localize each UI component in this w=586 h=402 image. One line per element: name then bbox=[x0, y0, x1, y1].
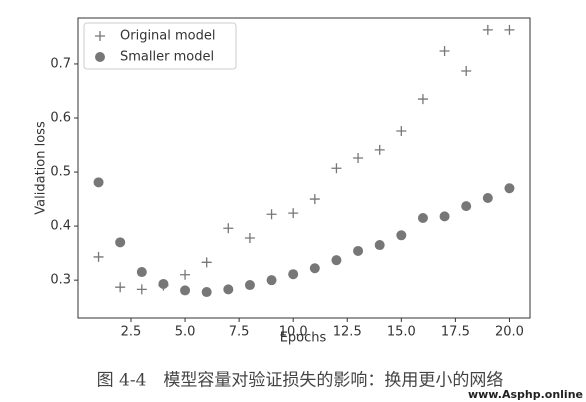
point bbox=[461, 201, 472, 212]
point bbox=[417, 94, 428, 105]
point bbox=[136, 267, 147, 278]
point bbox=[331, 163, 342, 174]
point bbox=[417, 213, 428, 223]
point bbox=[309, 194, 320, 205]
point bbox=[504, 183, 515, 194]
point bbox=[244, 233, 255, 243]
x-tick-label: 5.0 bbox=[175, 325, 196, 340]
plot-frame bbox=[77, 17, 531, 319]
point bbox=[93, 177, 104, 188]
point bbox=[223, 223, 234, 234]
y-tick-label: 0.6 bbox=[50, 111, 71, 126]
legend-marker bbox=[95, 52, 105, 62]
point bbox=[482, 24, 493, 35]
watermark: www.Asphp.online bbox=[468, 388, 583, 401]
point bbox=[439, 211, 450, 222]
x-tick-label: 2.5 bbox=[121, 325, 142, 340]
point bbox=[461, 65, 472, 76]
point bbox=[180, 269, 191, 280]
point bbox=[136, 284, 147, 295]
point bbox=[223, 284, 234, 295]
point bbox=[374, 240, 385, 251]
point bbox=[374, 144, 385, 155]
point bbox=[115, 282, 126, 293]
x-axis-label: Epochs bbox=[280, 331, 327, 346]
x-tick-label: 7.5 bbox=[229, 325, 250, 340]
point bbox=[396, 125, 407, 136]
legend-box bbox=[83, 22, 237, 70]
point bbox=[93, 251, 104, 262]
point bbox=[288, 208, 299, 219]
point bbox=[115, 237, 126, 248]
x-tick-label: 10.0 bbox=[279, 325, 308, 340]
point bbox=[244, 280, 255, 291]
caption: 图 4-4 模型容量对验证损失的影响：换用更小的网络 bbox=[97, 371, 504, 391]
point bbox=[201, 257, 212, 268]
point bbox=[331, 255, 342, 266]
x-tick-label: 12.5 bbox=[333, 325, 362, 340]
y-tick-label: 0.4 bbox=[50, 219, 71, 234]
point bbox=[158, 278, 169, 289]
point bbox=[439, 45, 450, 56]
y-tick-label: 0.3 bbox=[50, 273, 71, 288]
point bbox=[482, 193, 493, 203]
legend-label: Original model bbox=[120, 29, 215, 44]
y-axis-label: Validation loss bbox=[34, 121, 49, 215]
point bbox=[266, 275, 277, 286]
point bbox=[504, 24, 515, 35]
point bbox=[353, 153, 364, 163]
y-tick-label: 0.5 bbox=[50, 165, 71, 180]
y-tick-label: 0.7 bbox=[50, 56, 71, 71]
point bbox=[396, 230, 407, 241]
legend-label: Smaller model bbox=[120, 50, 214, 65]
x-tick-label: 17.5 bbox=[441, 325, 470, 340]
legend-marker bbox=[95, 31, 105, 41]
point bbox=[266, 209, 277, 220]
x-tick-label: 15.0 bbox=[387, 325, 416, 340]
point bbox=[180, 285, 191, 296]
x-tick-label: 20.0 bbox=[495, 325, 524, 340]
point bbox=[201, 287, 212, 298]
point bbox=[288, 269, 299, 280]
point bbox=[309, 263, 320, 274]
point bbox=[353, 245, 364, 256]
